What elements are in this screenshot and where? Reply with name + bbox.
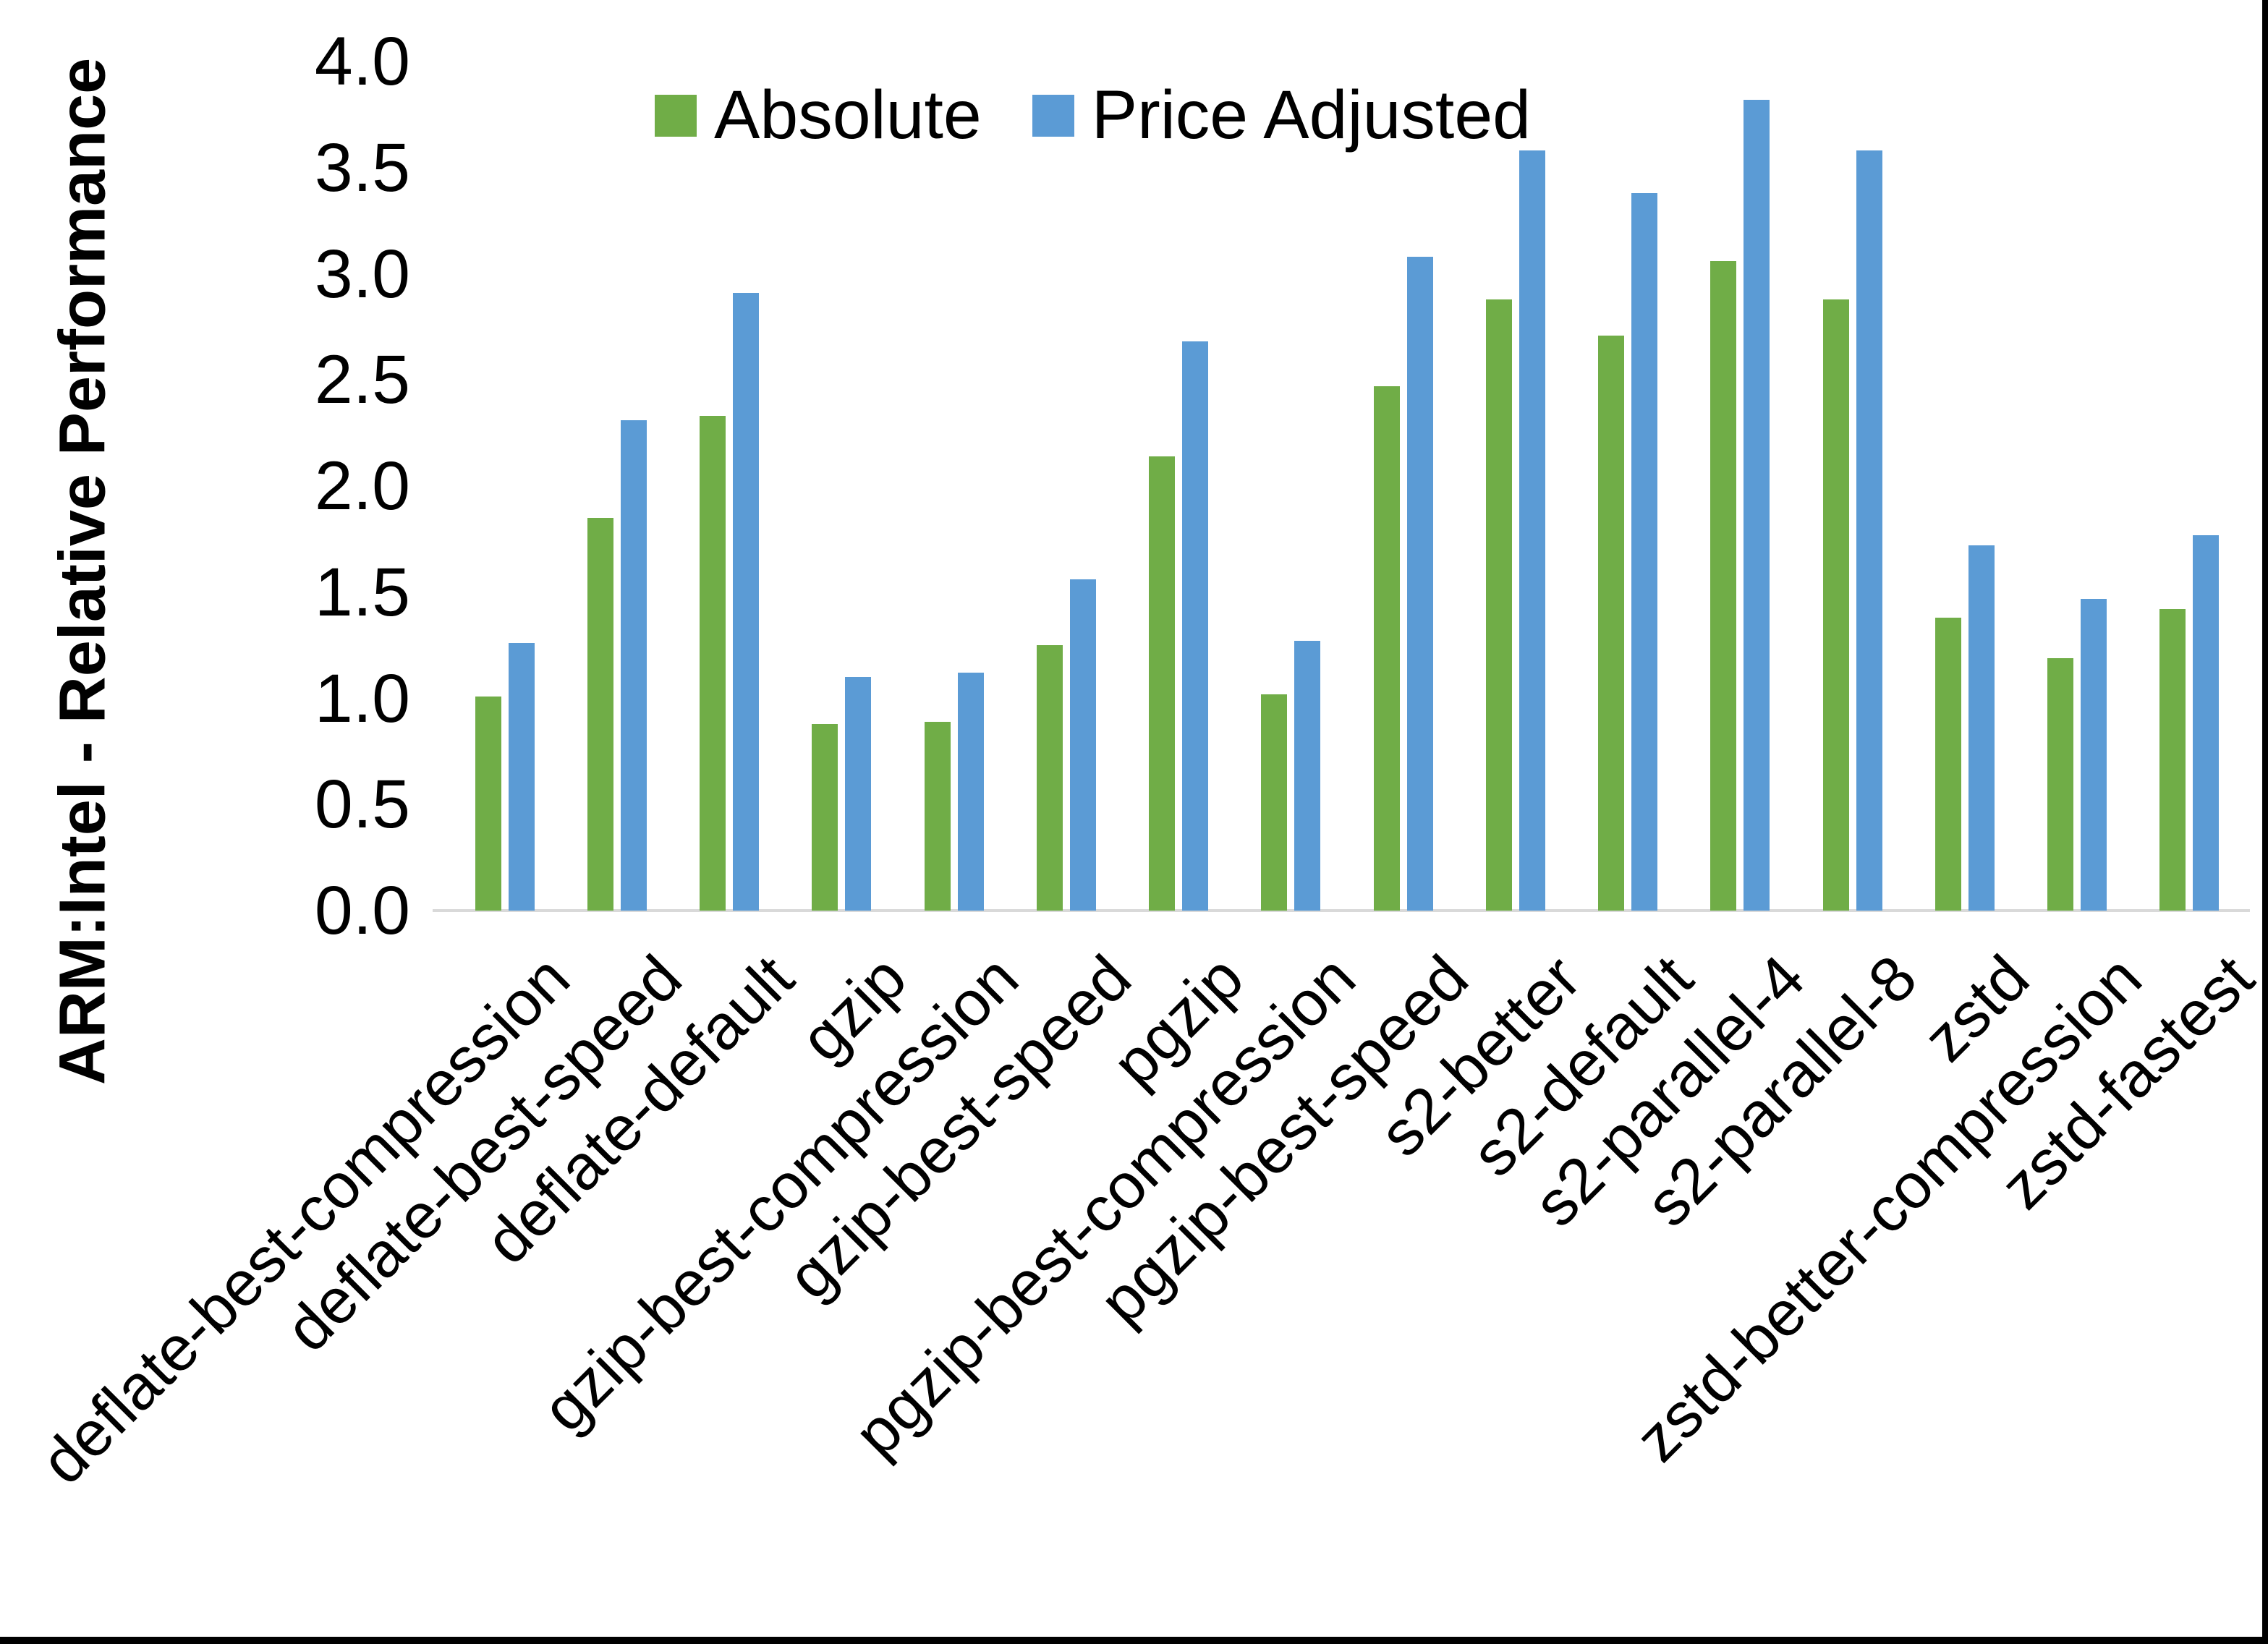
y-axis-tick-label: 2.5 bbox=[314, 341, 410, 419]
x-axis-line bbox=[433, 909, 2250, 912]
y-axis-tick-label: 4.0 bbox=[314, 23, 410, 100]
y-axis-tick-label: 3.0 bbox=[314, 235, 410, 312]
bar-price-adjusted bbox=[1856, 150, 1882, 911]
bar-absolute bbox=[1261, 694, 1288, 911]
bar-absolute bbox=[924, 721, 951, 911]
bar-absolute bbox=[1710, 260, 1737, 911]
y-axis-title: ARM:Intel - Relative Performance bbox=[46, 57, 119, 1086]
bar-price-adjusted bbox=[1294, 641, 1321, 911]
bar-absolute bbox=[1373, 386, 1400, 911]
bar-price-adjusted bbox=[2081, 598, 2107, 911]
y-axis-tick-label: 1.0 bbox=[314, 660, 410, 737]
bar-absolute bbox=[1822, 299, 1849, 911]
y-axis-tick-label: 3.5 bbox=[314, 129, 410, 206]
bar-absolute bbox=[2047, 657, 2074, 911]
bar-price-adjusted bbox=[957, 673, 984, 911]
bar-price-adjusted bbox=[1519, 150, 1545, 911]
bar-price-adjusted bbox=[1744, 99, 1770, 911]
bar-absolute bbox=[700, 416, 726, 911]
legend-item-absolute: Absolute bbox=[655, 81, 982, 150]
y-axis-tick-label: 0.0 bbox=[314, 872, 410, 949]
legend-swatch-price-adjusted bbox=[1032, 94, 1074, 137]
bar-absolute bbox=[812, 723, 838, 911]
bar-price-adjusted bbox=[1182, 341, 1209, 911]
legend-swatch-absolute bbox=[655, 94, 697, 137]
bar-absolute bbox=[1598, 335, 1625, 911]
bar-price-adjusted bbox=[620, 420, 647, 911]
bar-absolute bbox=[1036, 645, 1063, 911]
bar-price-adjusted bbox=[1406, 257, 1433, 911]
bar-price-adjusted bbox=[508, 643, 535, 911]
legend-item-price-adjusted: Price Adjusted bbox=[1032, 81, 1531, 150]
legend-label-price-adjusted: Price Adjusted bbox=[1091, 77, 1531, 153]
bar-absolute bbox=[1934, 617, 1961, 911]
bar-absolute bbox=[1485, 299, 1512, 911]
legend-label-absolute: Absolute bbox=[714, 77, 982, 153]
y-axis-tick-label: 0.5 bbox=[314, 766, 410, 843]
bar-price-adjusted bbox=[845, 677, 872, 911]
bar-price-adjusted bbox=[1968, 545, 1995, 911]
bar-price-adjusted bbox=[1631, 192, 1658, 911]
bar-price-adjusted bbox=[2193, 534, 2220, 911]
bar-price-adjusted bbox=[1069, 579, 1096, 911]
legend: Absolute Price Adjusted bbox=[655, 81, 1531, 150]
bar-price-adjusted bbox=[733, 292, 760, 911]
bar-absolute bbox=[587, 518, 613, 911]
bar-absolute bbox=[475, 696, 501, 911]
y-axis-tick-label: 1.5 bbox=[314, 553, 410, 631]
bar-absolute bbox=[2159, 609, 2186, 911]
y-axis-tick-label: 2.0 bbox=[314, 448, 410, 524]
bar-absolute bbox=[1149, 456, 1176, 911]
